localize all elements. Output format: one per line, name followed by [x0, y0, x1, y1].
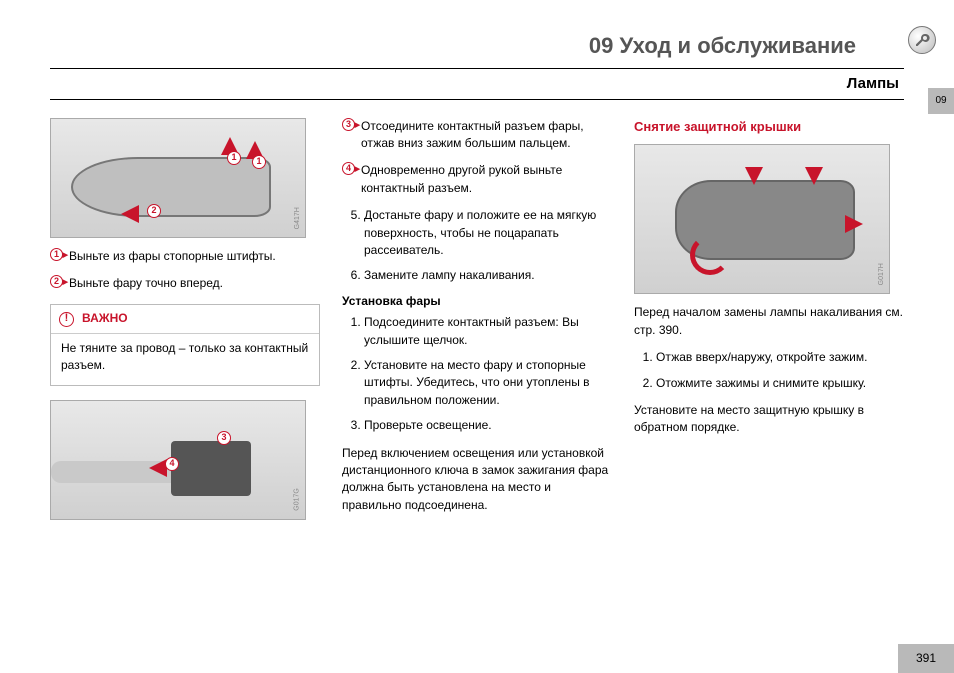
warning-icon: !	[59, 312, 74, 327]
step-text: Выньте фару точно вперед.	[69, 275, 320, 292]
figure-headlight-pins: 1 1 2 G417H	[50, 118, 306, 238]
figure-code: G017H	[877, 263, 887, 285]
chapter-title: 09 Уход и обслуживание	[50, 30, 904, 62]
install-steps: Подсоедините контактный разъем: Вы услыш…	[342, 314, 612, 434]
install-step-2: Установите на место фару и стопорные шти…	[364, 357, 612, 409]
after-install-note: Перед включением освещения или установко…	[342, 445, 612, 515]
step-text: Выньте из фары стопорные штифты.	[69, 248, 320, 265]
column-3: Снятие защитной крышки G017H Перед начал…	[634, 118, 904, 530]
important-box: ! ВАЖНО Не тяните за провод – только за …	[50, 304, 320, 385]
install-step-1: Подсоедините контактный разъем: Вы услыш…	[364, 314, 612, 349]
page-number: 391	[898, 644, 954, 673]
callout-step-4: 4 Одновременно другой рукой выньте конта…	[342, 162, 612, 197]
step-5: Достаньте фару и положите ее на мягкую п…	[364, 207, 612, 259]
cover-step-1: Отжав вверх/наружу, откройте зажим.	[656, 349, 904, 366]
before-replace-note: Перед началом замены лампы накаливания с…	[634, 304, 904, 339]
column-2: 3 Отсоедините контактный разъем фары, от…	[342, 118, 612, 530]
figure-connector: 3 4 G017G	[50, 400, 306, 520]
divider-thin	[50, 99, 904, 100]
column-1: 1 1 2 G417H 1 Выньте из фары стопорные ш…	[50, 118, 320, 530]
figure-code: G417H	[293, 207, 303, 229]
cover-steps: Отжав вверх/наружу, откройте зажим. Отож…	[634, 349, 904, 392]
callout-step-3: 3 Отсоедините контактный разъем фары, от…	[342, 118, 612, 153]
callout-step-1: 1 Выньте из фары стопорные штифты.	[50, 248, 320, 265]
step-6: Замените лампу накаливания.	[364, 267, 612, 284]
numbered-steps-continue: Достаньте фару и положите ее на мягкую п…	[342, 207, 612, 285]
install-heading: Установка фары	[342, 293, 612, 310]
reverse-order-note: Установите на место защитную крышку в об…	[634, 402, 904, 437]
chapter-tab: 09	[928, 88, 954, 114]
step-text: Отсоедините контактный разъем фары, отжа…	[361, 118, 612, 153]
callout-step-2: 2 Выньте фару точно вперед.	[50, 275, 320, 292]
figure-code: G017G	[293, 489, 303, 512]
cover-removal-heading: Снятие защитной крышки	[634, 118, 904, 137]
important-body: Не тяните за провод – только за контактн…	[51, 334, 319, 385]
divider-thick	[50, 68, 904, 69]
figure-cover: G017H	[634, 144, 890, 294]
cover-step-2: Отожмите зажимы и снимите крышку.	[656, 375, 904, 392]
important-title: ВАЖНО	[82, 310, 128, 327]
step-text: Одновременно другой рукой выньте контакт…	[361, 162, 612, 197]
install-step-3: Проверьте освещение.	[364, 417, 612, 434]
maintenance-icon	[908, 26, 936, 54]
section-title: Лампы	[50, 73, 904, 95]
